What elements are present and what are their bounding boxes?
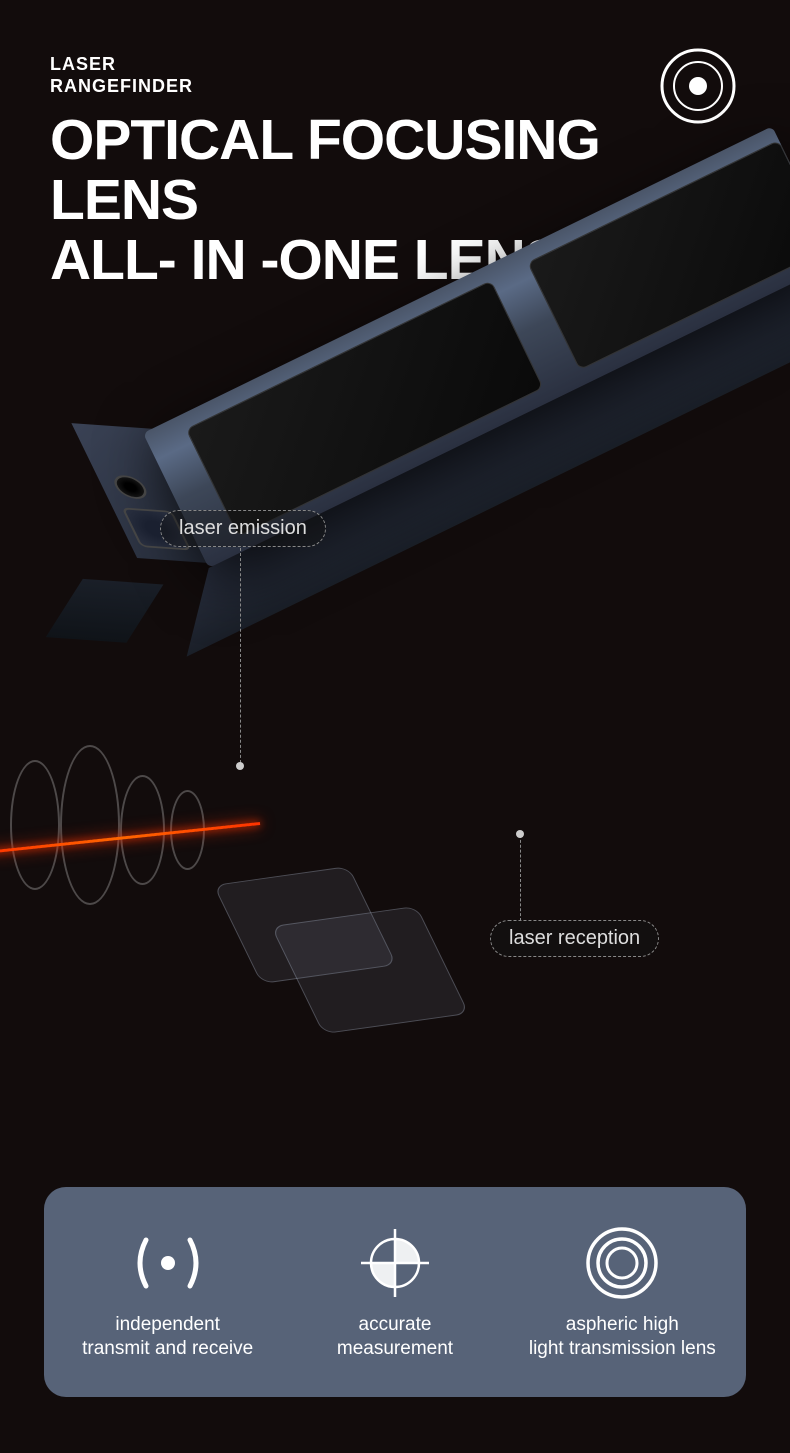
device-front-bottom: [46, 579, 164, 643]
feature-line-1: independent: [82, 1313, 253, 1337]
features-panel: independent transmit and receive accurat…: [44, 1187, 746, 1397]
crosshair-icon: [357, 1223, 433, 1303]
feature-line-2: transmit and receive: [82, 1337, 253, 1361]
wave-ring-icon: [120, 775, 165, 885]
feature-label: independent transmit and receive: [82, 1313, 253, 1361]
signal-icon: [128, 1223, 208, 1303]
wave-ring-icon: [10, 760, 60, 890]
callout-dot: [516, 830, 524, 838]
reception-callout: laser reception: [490, 920, 659, 957]
feature-transmit-receive: independent transmit and receive: [54, 1223, 281, 1361]
feature-label: accurate measurement: [337, 1313, 453, 1361]
lens-corner-icon: [660, 48, 736, 124]
feature-line-1: accurate: [337, 1313, 453, 1337]
wave-ring-icon: [60, 745, 120, 905]
concentric-lens-icon: [584, 1223, 660, 1303]
subtitle-line-2: RANGEFINDER: [50, 76, 740, 98]
feature-line-2: light transmission lens: [529, 1337, 716, 1361]
lens-layer-icon: [271, 906, 469, 1034]
feature-label: aspheric high light transmission lens: [529, 1313, 716, 1361]
product-category: LASER RANGEFINDER: [50, 54, 740, 97]
feature-accurate: accurate measurement: [281, 1223, 508, 1361]
callout-leader-line: [520, 835, 521, 921]
callout-leader-line: [240, 548, 241, 768]
emission-callout: laser emission: [160, 510, 326, 547]
feature-aspheric-lens: aspheric high light transmission lens: [509, 1223, 736, 1361]
subtitle-line-1: LASER: [50, 54, 740, 76]
callout-dot: [236, 762, 244, 770]
feature-line-1: aspheric high: [529, 1313, 716, 1337]
product-illustration: laser emission laser reception: [0, 300, 790, 1100]
feature-line-2: measurement: [337, 1337, 453, 1361]
